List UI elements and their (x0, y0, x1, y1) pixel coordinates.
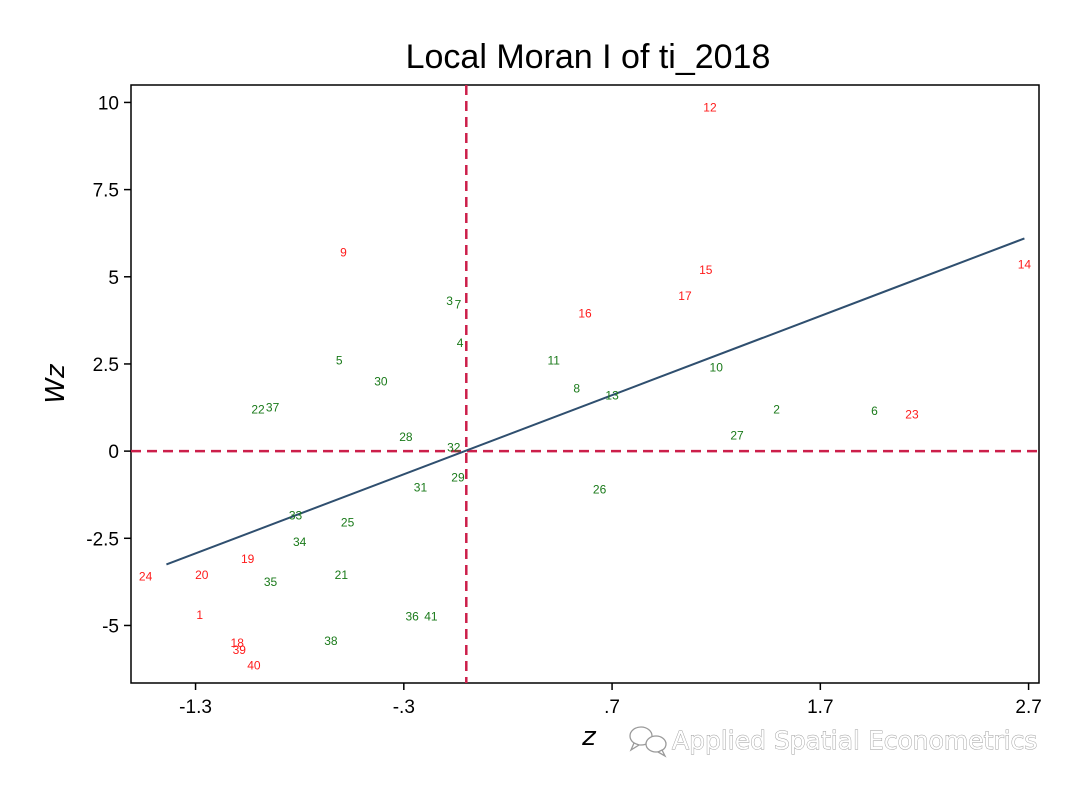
point-label: 1 (196, 608, 203, 622)
point-label: 2 (773, 402, 780, 416)
fit-line (166, 237, 1025, 566)
point-label: 31 (414, 481, 428, 495)
point-label: 40 (247, 659, 261, 673)
watermark: Applied Spatial Econometrics (629, 726, 1038, 758)
point-label: 21 (335, 568, 349, 582)
point-label: 14 (1018, 258, 1032, 272)
point-label: 24 (139, 570, 153, 584)
point-label: 39 (233, 643, 247, 657)
point-label: 26 (593, 482, 607, 496)
point-label: 5 (336, 353, 343, 367)
y-tick-label: 10 (98, 93, 119, 114)
point-label: 28 (399, 430, 413, 444)
point-label: 20 (195, 568, 209, 582)
point-label: 10 (710, 360, 724, 374)
point-label: 23 (905, 408, 919, 422)
reference-lines (131, 85, 1039, 683)
point-label: 7 (455, 298, 462, 312)
plot-frame (130, 84, 1040, 684)
y-tick-label: 0 (108, 442, 119, 463)
y-tick-label: 5 (108, 268, 119, 289)
point-label: 12 (703, 101, 717, 115)
point-label: 25 (341, 516, 355, 530)
point-label: 4 (457, 336, 464, 350)
watermark-text: Applied Spatial Econometrics (672, 726, 1037, 755)
point-label: 36 (405, 610, 419, 624)
y-tick-label: -5 (102, 616, 119, 637)
x-tick-label: -1.3 (179, 697, 212, 718)
point-label: 17 (678, 289, 692, 303)
point-label: 29 (451, 470, 465, 484)
x-tick-label: -.3 (393, 697, 415, 718)
point-label: 22 (251, 402, 265, 416)
x-tick-label: 1.7 (807, 697, 833, 718)
point-label: 27 (730, 428, 744, 442)
y-tick-label: 2.5 (93, 355, 119, 376)
point-label: 41 (424, 610, 438, 624)
point-label: 34 (293, 535, 307, 549)
chart-title: Local Moran I of ti_2018 (406, 38, 771, 76)
y-tick-label: -2.5 (86, 529, 119, 550)
point-label: 13 (605, 388, 619, 402)
point-label: 6 (871, 404, 878, 418)
point-label: 30 (374, 374, 388, 388)
point-label: 32 (447, 441, 461, 455)
point-label: 9 (340, 245, 347, 259)
point-label: 8 (573, 381, 580, 395)
point-label: 3 (446, 294, 453, 308)
x-axis: -1.3 -.3 .7 1.7 2.7 (179, 683, 1042, 718)
point-label: 33 (289, 509, 303, 523)
point-label: 38 (324, 634, 338, 648)
point-label: 11 (548, 353, 561, 367)
x-axis-label: z (581, 722, 597, 752)
y-axis: -5 -2.5 0 2.5 5 7.5 10 (86, 93, 131, 637)
point-label: 16 (578, 306, 592, 320)
point-label: 35 (264, 575, 278, 589)
y-axis-label: Wz (41, 363, 71, 404)
point-label: 19 (241, 552, 255, 566)
point-label: 37 (266, 401, 280, 415)
point-label: 15 (699, 263, 713, 277)
x-tick-label: .7 (604, 697, 620, 718)
x-tick-label: 2.7 (1015, 697, 1041, 718)
point-label: 18 (231, 636, 245, 650)
wechat-icon (629, 726, 667, 758)
y-tick-label: 7.5 (93, 181, 119, 202)
fit-line-group (166, 237, 1025, 566)
